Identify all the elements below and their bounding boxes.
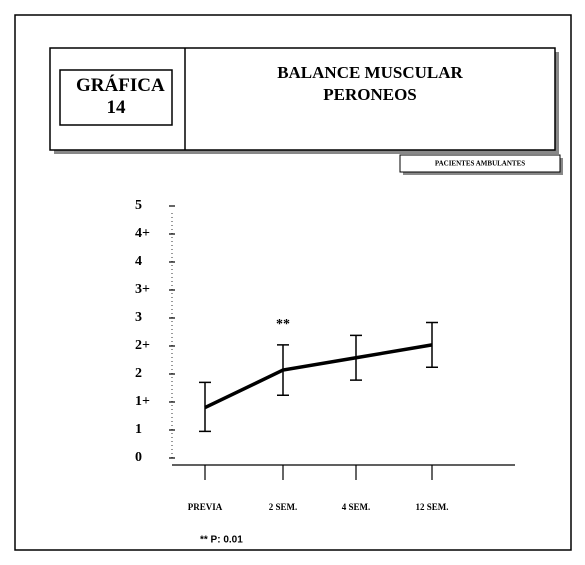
frame — [14, 14, 572, 551]
figure-label: GRÁFICA 14 — [76, 75, 165, 118]
chart-title: BALANCE MUSCULAR PERONEOS — [277, 63, 463, 104]
x-tick-label: PREVIA — [188, 502, 223, 512]
y-tick-label: 1 — [135, 422, 142, 437]
x-tick-label: 2 SEM. — [269, 502, 298, 512]
figure-label-wrap: GRÁFICA 14 — [76, 75, 165, 118]
y-tick-label: 0 — [135, 450, 142, 465]
y-tick-label: 3 — [135, 310, 142, 325]
error-bar — [199, 381, 211, 433]
y-tick-label: 3+ — [135, 282, 150, 297]
subtitle-box — [399, 154, 561, 173]
error-bar — [426, 321, 438, 369]
title-wrap: BALANCE MUSCULAR PERONEOS — [277, 63, 463, 104]
x-tick-label: 4 SEM. — [342, 502, 371, 512]
label-box — [59, 69, 173, 126]
footnote: ** P: 0.01 — [200, 535, 243, 546]
x-tick-label: 12 SEM. — [415, 502, 448, 512]
annotation: ** — [276, 317, 290, 332]
y-tick-label: 4+ — [135, 226, 150, 241]
y-tick-label: 2 — [135, 366, 142, 381]
error-bar — [350, 334, 362, 381]
data-line — [204, 343, 433, 410]
error-bar — [277, 344, 289, 397]
y-tick-label: 5 — [135, 198, 142, 213]
y-tick-label: 2+ — [135, 338, 150, 353]
subtitle: PACIENTES AMBULANTES — [435, 160, 525, 168]
y-tick-label: 1+ — [135, 394, 150, 409]
y-tick-label: 4 — [135, 254, 142, 269]
header-box — [49, 47, 556, 151]
